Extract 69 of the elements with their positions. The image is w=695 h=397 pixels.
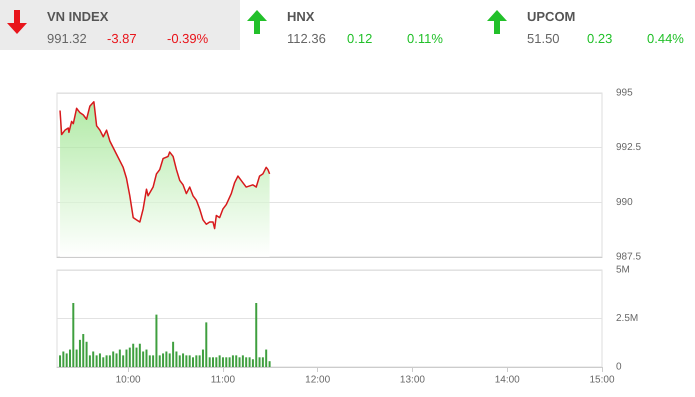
bar bbox=[82, 334, 84, 367]
category-label: VN INDEX bbox=[47, 9, 108, 24]
x-tick-label: 12:00 bbox=[305, 374, 331, 386]
x-tick-label: 13:00 bbox=[400, 374, 426, 386]
bar bbox=[162, 353, 164, 367]
bar bbox=[116, 353, 118, 367]
text: 0.12 bbox=[347, 31, 372, 46]
bar bbox=[242, 355, 244, 367]
bar bbox=[118, 350, 121, 367]
y-tick-label: 995 bbox=[616, 88, 634, 98]
text: 0.11% bbox=[407, 31, 443, 46]
bar bbox=[165, 351, 168, 367]
bar bbox=[172, 342, 174, 367]
x-tick-label: 10:00 bbox=[116, 374, 142, 386]
bar bbox=[145, 350, 148, 367]
category-label: HNX bbox=[287, 9, 314, 24]
bar bbox=[235, 355, 238, 367]
bar bbox=[108, 355, 111, 367]
bar bbox=[188, 355, 191, 367]
bar bbox=[228, 357, 231, 367]
bar bbox=[232, 355, 234, 367]
x-tick-label: 15:00 bbox=[589, 374, 615, 386]
text: -3.87 bbox=[107, 31, 137, 46]
bar bbox=[218, 355, 221, 367]
y-tick-label: 990 bbox=[616, 196, 634, 208]
text: 991.32 bbox=[47, 31, 87, 46]
bar bbox=[132, 344, 134, 367]
bar bbox=[192, 357, 194, 367]
y-tick-label: 0 bbox=[616, 362, 622, 372]
bar bbox=[125, 350, 128, 367]
text: 0.44% bbox=[647, 31, 684, 46]
bar bbox=[128, 348, 131, 367]
bar bbox=[205, 322, 208, 367]
bar bbox=[96, 355, 98, 367]
bar bbox=[98, 353, 101, 367]
y-tick-label: 992.5 bbox=[616, 142, 642, 154]
x-tick-label: 11:00 bbox=[210, 374, 236, 386]
bar bbox=[225, 357, 228, 367]
text: 51.50 bbox=[527, 31, 560, 46]
bar bbox=[238, 357, 241, 367]
bar bbox=[212, 357, 214, 367]
bar bbox=[59, 355, 62, 367]
bar bbox=[185, 355, 188, 367]
bar bbox=[112, 351, 114, 367]
category-label: UPCOM bbox=[527, 9, 576, 24]
x-tick-label: 14:00 bbox=[494, 374, 520, 386]
y-tick-label: 987.5 bbox=[616, 252, 642, 262]
bar bbox=[102, 357, 104, 367]
bar bbox=[222, 357, 224, 367]
text: 0.23 bbox=[587, 31, 612, 46]
bar bbox=[265, 350, 268, 367]
y-tick-label: 5M bbox=[616, 264, 630, 276]
y-tick-label: 2.5M bbox=[616, 313, 638, 324]
bar bbox=[215, 357, 218, 367]
bar bbox=[138, 344, 141, 367]
bar bbox=[182, 353, 184, 367]
bar bbox=[195, 355, 198, 367]
bar bbox=[136, 348, 138, 367]
bar bbox=[245, 357, 248, 367]
bar bbox=[66, 353, 68, 367]
bar bbox=[155, 314, 158, 367]
bar bbox=[106, 355, 108, 367]
bar bbox=[178, 355, 181, 367]
bar bbox=[248, 357, 251, 367]
bar bbox=[92, 351, 94, 367]
bar bbox=[255, 302, 258, 367]
text: 112.36 bbox=[287, 31, 326, 46]
text: -0.39% bbox=[167, 31, 208, 46]
bar bbox=[72, 302, 74, 367]
